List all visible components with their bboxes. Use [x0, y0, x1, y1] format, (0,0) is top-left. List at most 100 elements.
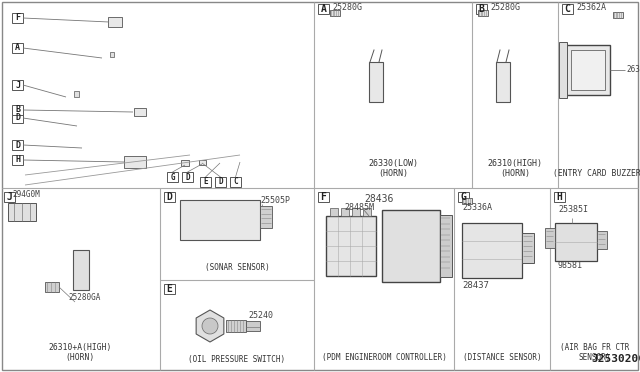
Text: 28436: 28436 [364, 194, 394, 204]
Text: E: E [203, 177, 208, 186]
Bar [12, 43, 23, 53]
Bar [4, 192, 15, 202]
Text: 26310(HIGH): 26310(HIGH) [488, 159, 543, 168]
Circle shape [180, 208, 204, 232]
Bar [167, 172, 178, 182]
Text: (SONAR SENSOR): (SONAR SENSOR) [205, 263, 269, 272]
Bar [198, 160, 205, 164]
Bar [318, 192, 329, 202]
Text: SENSOR): SENSOR) [579, 353, 611, 362]
Bar [478, 10, 488, 16]
Bar [318, 4, 329, 14]
Text: (HORN): (HORN) [65, 353, 95, 362]
Text: D: D [218, 177, 223, 186]
Bar [559, 42, 567, 98]
Bar [124, 156, 146, 168]
Text: 25505P: 25505P [260, 196, 290, 205]
Text: F: F [321, 192, 326, 202]
Text: (PDM ENGINEROOM CONTROLLER): (PDM ENGINEROOM CONTROLLER) [321, 353, 447, 362]
Bar [134, 108, 146, 116]
Bar [476, 4, 487, 14]
Text: G: G [170, 173, 175, 182]
Text: (HORN): (HORN) [378, 169, 408, 178]
Bar [164, 192, 175, 202]
Bar [226, 320, 246, 332]
Text: D: D [166, 192, 172, 202]
Text: 25240: 25240 [248, 311, 273, 320]
Bar [74, 91, 79, 97]
Text: H: H [15, 155, 20, 164]
Text: E: E [166, 284, 172, 294]
Text: J253020C: J253020C [591, 354, 640, 364]
Bar [330, 208, 338, 216]
Bar [440, 215, 452, 277]
Text: 25336A: 25336A [462, 203, 492, 212]
Text: B: B [15, 106, 20, 115]
Text: J: J [6, 192, 12, 202]
Text: 28437: 28437 [462, 281, 489, 290]
Text: 25280G: 25280G [490, 3, 520, 12]
Bar [597, 231, 607, 249]
Bar [462, 198, 472, 204]
Bar [341, 208, 349, 216]
Bar [260, 206, 272, 228]
Circle shape [208, 208, 232, 232]
Bar [12, 155, 23, 165]
Text: (ENTRY CARD BUZZER): (ENTRY CARD BUZZER) [553, 169, 640, 178]
Text: 26310+A(HIGH): 26310+A(HIGH) [48, 343, 112, 352]
Bar [164, 284, 175, 294]
Text: 25280G: 25280G [332, 3, 362, 12]
Bar [613, 12, 623, 18]
Bar [522, 233, 534, 263]
Bar [180, 200, 260, 240]
Bar [571, 50, 605, 90]
Text: 98581: 98581 [558, 261, 583, 270]
Bar [545, 228, 555, 248]
Bar [73, 250, 89, 290]
Bar [12, 13, 23, 23]
Bar [496, 62, 510, 102]
Bar [215, 177, 226, 187]
Bar [566, 45, 610, 95]
Text: 26330(LOW): 26330(LOW) [368, 159, 418, 168]
Bar [369, 62, 383, 102]
Text: (AIR BAG FR CTR: (AIR BAG FR CTR [560, 343, 630, 352]
Bar [12, 80, 23, 90]
Text: 26350W: 26350W [626, 65, 640, 74]
Bar [12, 113, 23, 123]
Bar [462, 223, 522, 278]
Bar [181, 160, 189, 166]
Text: J: J [15, 80, 20, 90]
Bar [562, 4, 573, 14]
Bar [363, 208, 371, 216]
Text: D: D [185, 173, 190, 182]
Text: 294G0M: 294G0M [12, 190, 40, 199]
Bar [110, 52, 114, 57]
Bar [352, 208, 360, 216]
Text: (DISTANCE SENSOR): (DISTANCE SENSOR) [463, 353, 541, 362]
Bar [8, 203, 36, 221]
Text: B: B [479, 4, 484, 14]
Circle shape [213, 213, 227, 227]
Bar [246, 321, 260, 331]
Text: 25362A: 25362A [576, 3, 606, 12]
Text: (OIL PRESSURE SWITCH): (OIL PRESSURE SWITCH) [188, 355, 285, 364]
Bar [555, 223, 597, 261]
Text: (HORN): (HORN) [500, 169, 530, 178]
Bar [330, 10, 340, 16]
Text: G: G [461, 192, 467, 202]
Text: 25280GA: 25280GA [68, 293, 100, 302]
Bar [230, 177, 241, 187]
Text: 28485M: 28485M [344, 203, 374, 212]
Text: 25385I: 25385I [558, 205, 588, 214]
Text: F: F [15, 13, 20, 22]
Text: C: C [564, 4, 570, 14]
Bar [12, 140, 23, 150]
Polygon shape [196, 310, 224, 342]
Bar [12, 105, 23, 115]
Text: A: A [15, 44, 20, 52]
Bar [108, 17, 122, 27]
Circle shape [202, 318, 218, 334]
Circle shape [185, 213, 199, 227]
Bar [382, 210, 440, 282]
